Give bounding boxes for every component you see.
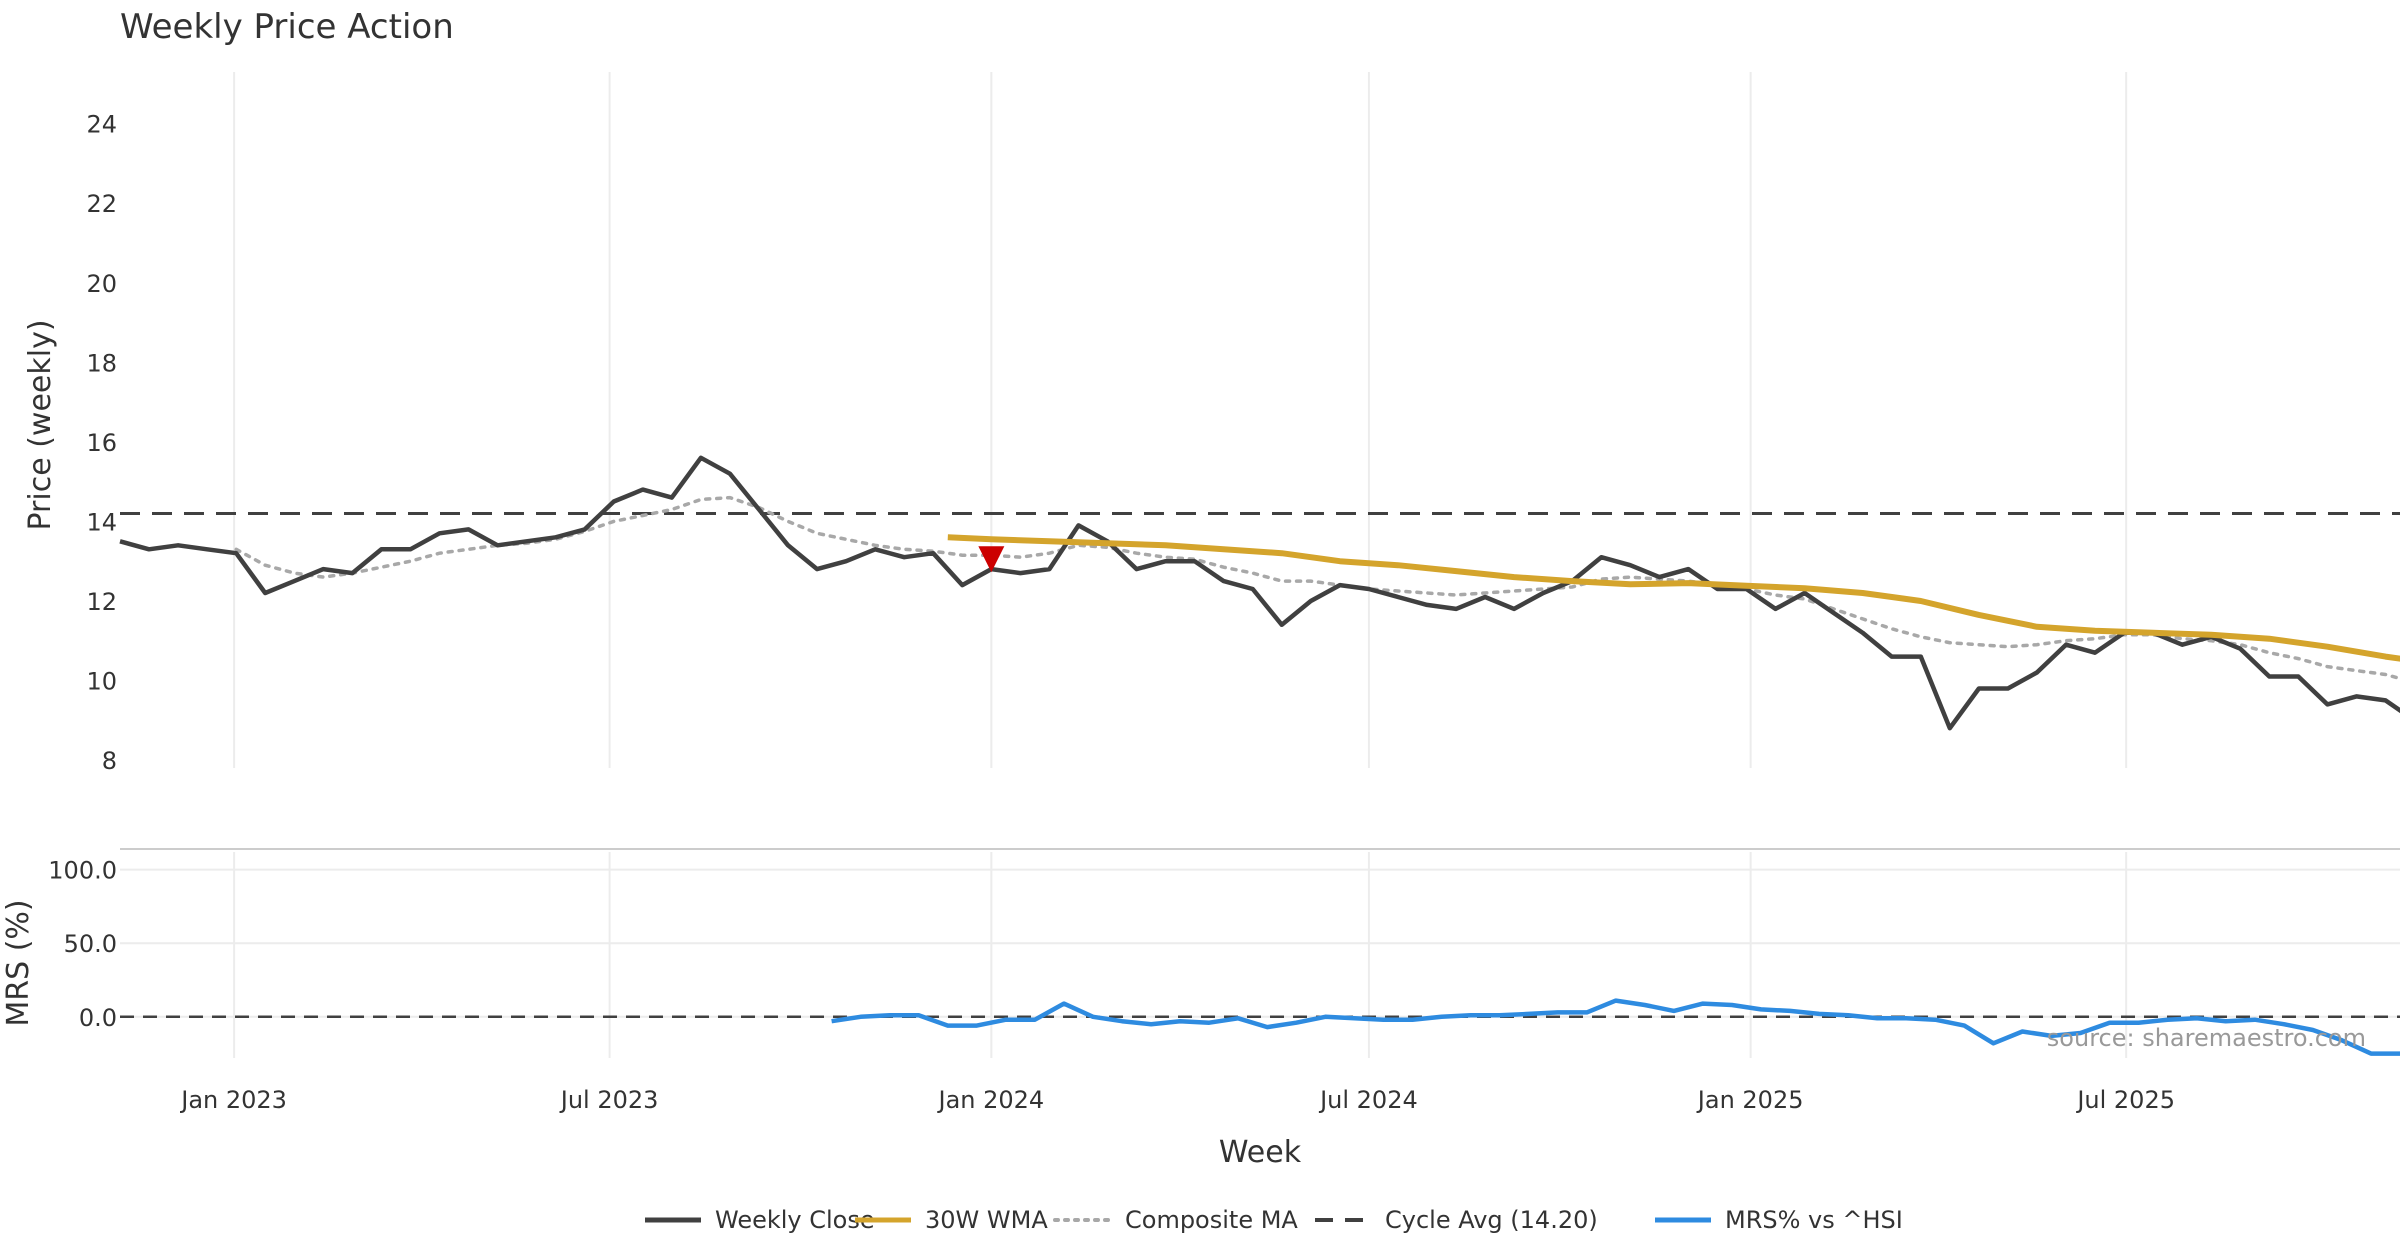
x-tick-label: Jul 2023: [559, 1086, 659, 1114]
x-tick-label: Jul 2025: [2075, 1086, 2175, 1114]
wma-30-series: [947, 534, 2400, 662]
sell-signal-marker: [978, 546, 1005, 573]
price-y-tick-label: 22: [86, 190, 117, 218]
composite-ma-series: [234, 495, 2400, 681]
price-y-tick-label: 20: [86, 270, 117, 298]
price-y-axis-label: Price (weekly): [23, 319, 58, 530]
weekly-close-series: [119, 455, 2400, 731]
x-tick-label: Jan 2023: [179, 1086, 287, 1114]
x-ticks: Jan 2023 Jul 2023 Jan 2024 Jul 2024 Jan 2025…: [179, 1086, 2175, 1114]
x-tick-label: Jul 2024: [1318, 1086, 1418, 1114]
chart-title: Weekly Price Action: [120, 7, 454, 47]
x-tick-label: Jan 2025: [1696, 1086, 1804, 1114]
price-y-tick-label: 24: [86, 111, 117, 139]
source-note: source: sharemaestro.com: [2047, 1024, 2366, 1052]
mrs-series: [831, 998, 2400, 1056]
price-gridlines: [233, 72, 2128, 768]
price-y-tick-label: 8: [102, 747, 117, 775]
mrs-y-axis-label: MRS (%): [1, 899, 36, 1026]
legend-entry: Composite MA: [1125, 1206, 1298, 1234]
legend: Weekly Close 30W WMA Composite MA Cycle Avg…: [645, 1206, 1903, 1234]
legend-entry: Weekly Close: [715, 1206, 875, 1234]
price-y-tick-label: 10: [86, 668, 117, 696]
mrs-y-tick-label: 50.0: [64, 930, 117, 958]
signal-markers: [978, 546, 1005, 573]
price-y-tick-label: 18: [86, 349, 117, 377]
price-y-tick-label: 14: [86, 508, 117, 536]
price-y-tick-label: 12: [86, 588, 117, 616]
x-tick-label: Jan 2024: [936, 1086, 1044, 1114]
mrs-y-tick-label: 100.0: [48, 857, 117, 885]
mrs-y-tick-label: 0.0: [79, 1004, 117, 1032]
legend-entry: Cycle Avg (14.20): [1385, 1206, 1598, 1234]
x-axis-label: Week: [1219, 1135, 1302, 1170]
price-y-tick-label: 16: [86, 429, 117, 457]
price-y-ticks: 8 10 12 14 16 18 20 22 24: [86, 111, 117, 775]
mrs-y-ticks: 100.0 50.0 0.0: [48, 857, 117, 1032]
legend-entry: 30W WMA: [925, 1206, 1048, 1234]
legend-entry: MRS% vs ^HSI: [1725, 1206, 1903, 1234]
